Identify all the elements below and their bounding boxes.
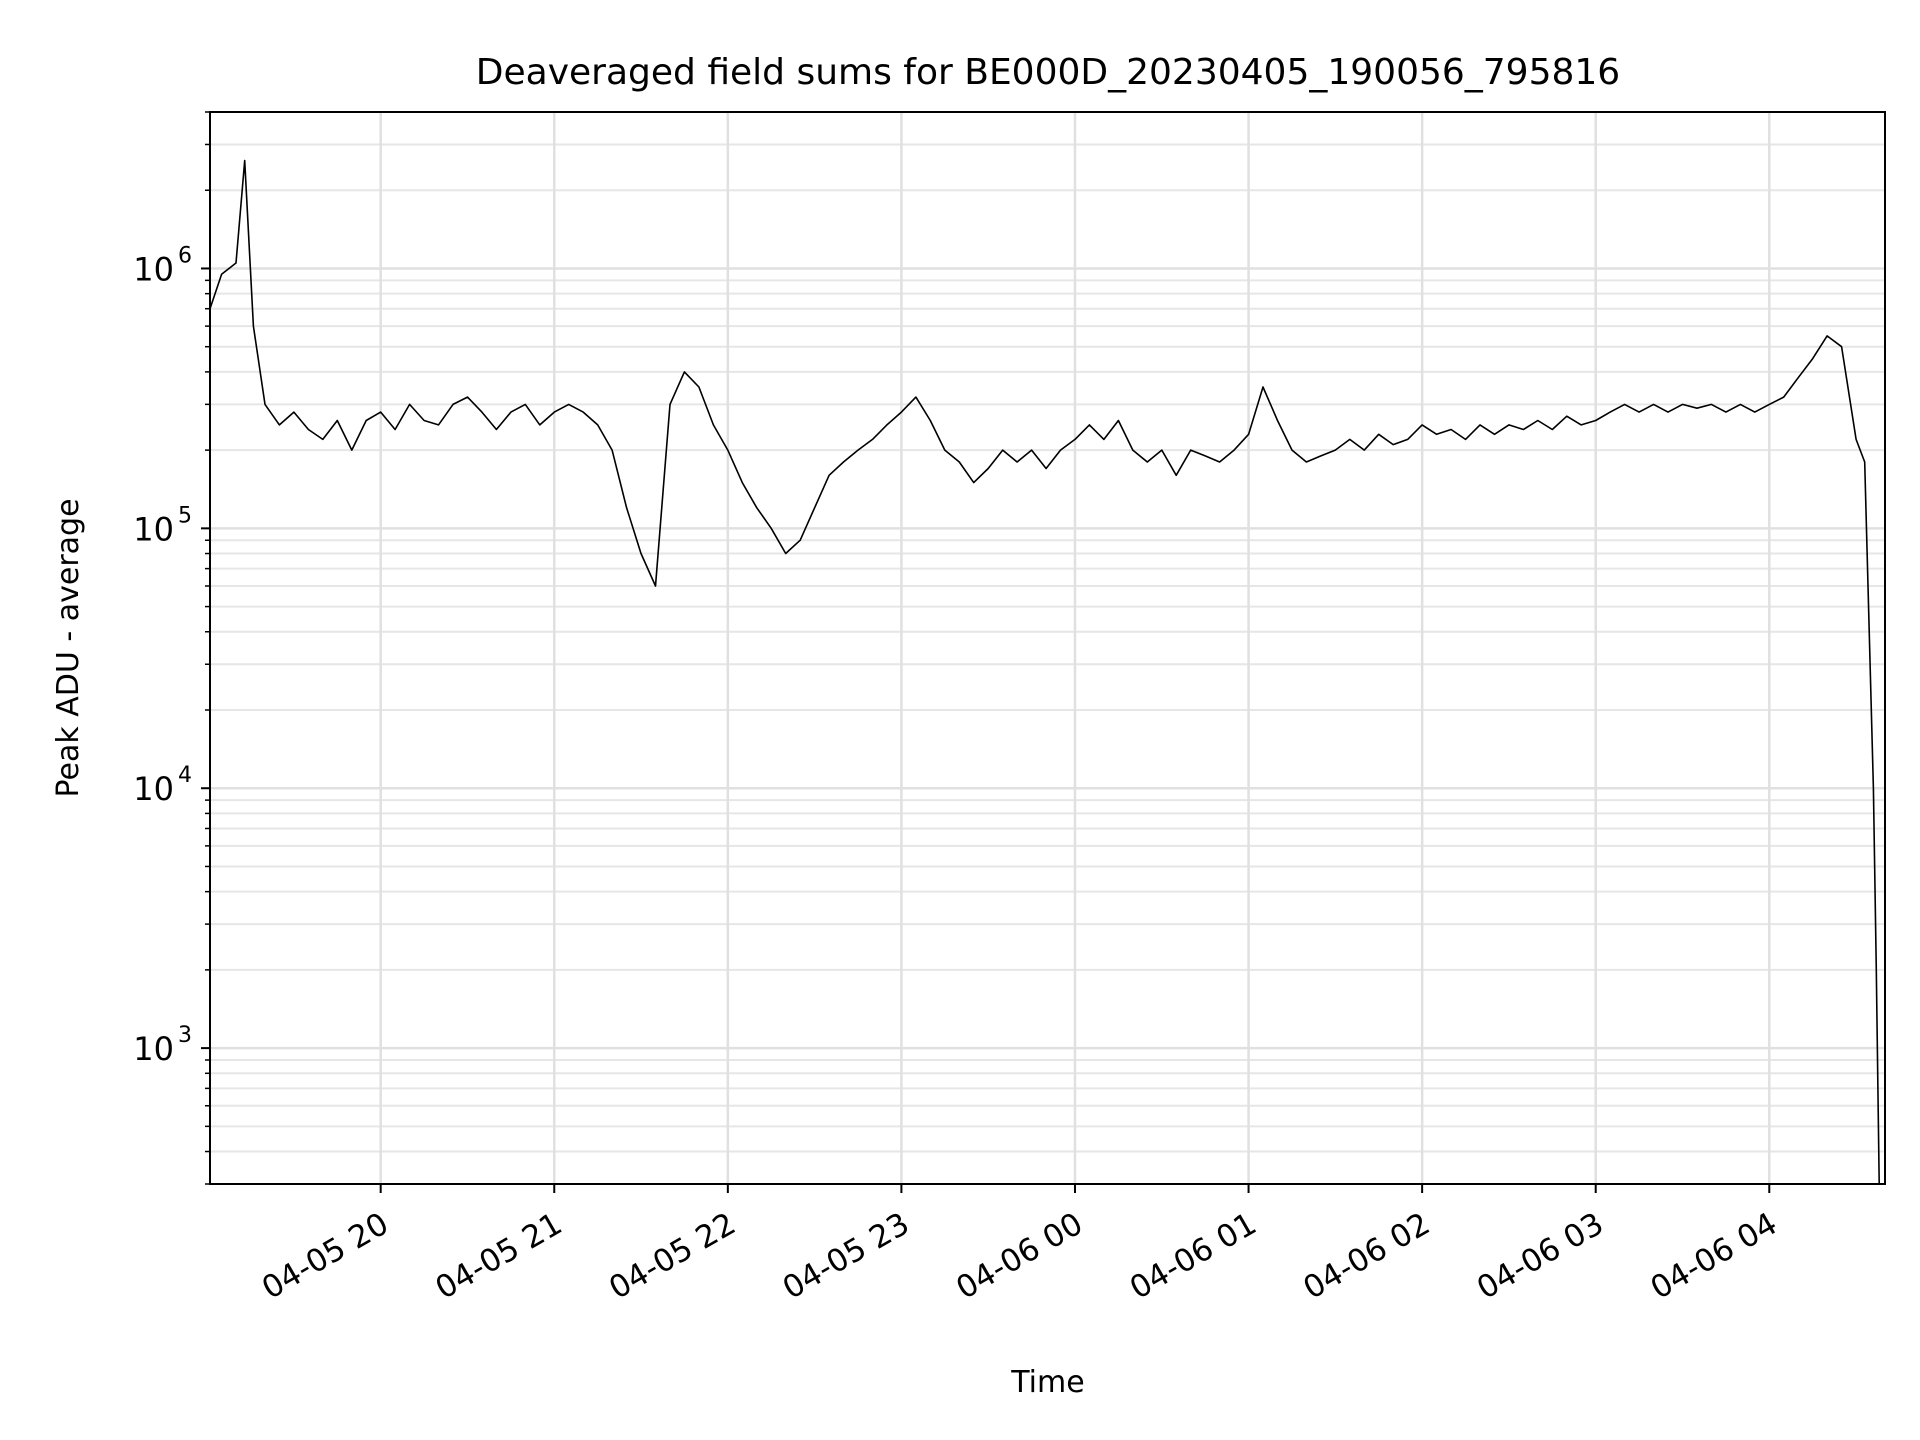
y-axis-label: Peak ADU - average <box>51 498 86 797</box>
y-tick-exponent: 4 <box>178 763 192 788</box>
y-tick-label: 10 <box>133 510 174 548</box>
y-tick-exponent: 5 <box>178 503 192 528</box>
series-layer <box>209 159 1880 1185</box>
y-tick-exponent: 3 <box>178 1023 192 1048</box>
grid-layer <box>210 111 1885 1185</box>
y-tick-label: 10 <box>133 1030 174 1068</box>
y-tick-label: 10 <box>133 770 174 808</box>
plot-frame <box>209 111 1886 1185</box>
y-tick-label: 10 <box>133 250 174 288</box>
series-line <box>209 159 1880 1185</box>
y-tick-exponent: 6 <box>178 243 192 268</box>
x-axis-label: Time <box>1010 1365 1084 1400</box>
chart-title: Deaveraged field sums for BE000D_2023040… <box>476 52 1620 93</box>
